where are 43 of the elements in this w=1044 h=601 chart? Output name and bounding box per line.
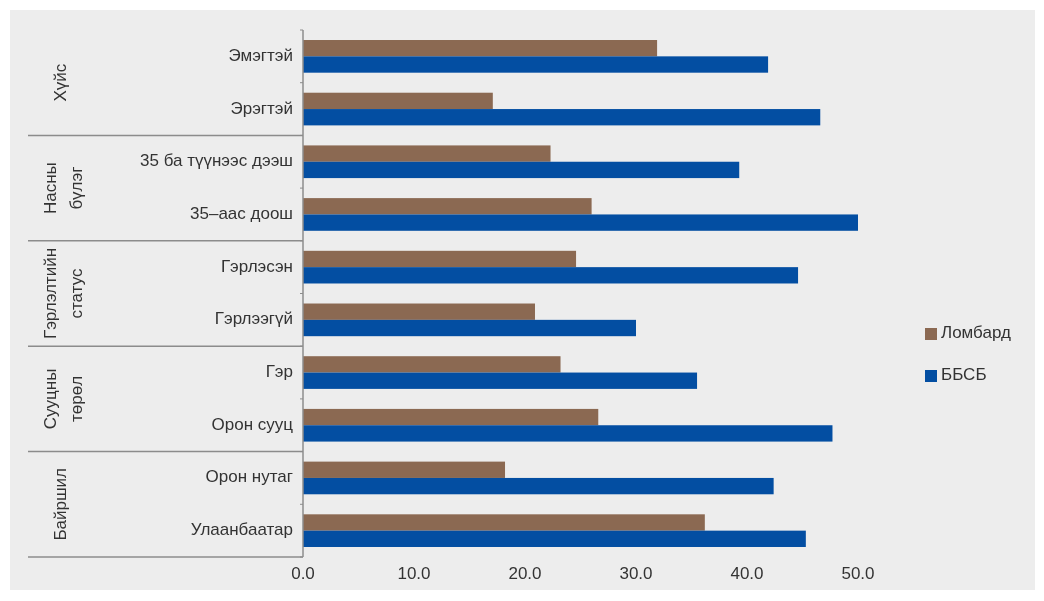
bar: [303, 92, 493, 110]
bar: [303, 109, 821, 126]
y-tick-label: Эрэгтэй: [230, 98, 293, 118]
bar: [303, 303, 535, 320]
bar: [303, 408, 599, 426]
bar: [303, 514, 705, 531]
y-tick-label: 35 ба түүнээс дээш: [140, 151, 293, 171]
text: Хүйс: [51, 63, 71, 102]
bar: [303, 267, 799, 284]
legend-label: ББСБ: [941, 365, 987, 385]
bar: [303, 477, 774, 495]
legend-label: Ломбард: [941, 323, 1011, 343]
text: Гэрлэлтийн статус: [41, 247, 87, 340]
x-tick-label: 0.0: [291, 564, 315, 583]
bar: [303, 214, 858, 231]
bar: [303, 161, 740, 179]
text: Сууцны төрөл: [41, 368, 87, 430]
bar: [303, 356, 561, 373]
x-tick-label: 20.0: [508, 564, 542, 583]
y-tick-label: Эмэгтэй: [228, 45, 293, 65]
x-tick-label: 30.0: [619, 564, 653, 583]
bar: [303, 372, 698, 389]
x-tick-label: 10.0: [397, 564, 431, 583]
y-tick-label: Гэрлэсэн: [220, 256, 293, 276]
bar: [303, 461, 506, 478]
text: Байршил: [51, 467, 71, 541]
bar: [303, 250, 577, 268]
bar: [303, 425, 833, 442]
y-tick-label: Гэрлээгүй: [214, 309, 293, 329]
text: Насны бүлэг: [41, 162, 87, 215]
x-tick-label: 50.0: [841, 564, 875, 583]
bar: [303, 198, 592, 215]
y-tick-label: Гэр: [265, 362, 293, 382]
bar: [303, 145, 551, 162]
y-tick-label: Орон сууц: [211, 414, 294, 434]
bar: [303, 40, 658, 57]
y-tick-label: Улаанбаатар: [190, 520, 293, 540]
x-tick-label: 40.0: [730, 564, 764, 583]
bar: [303, 319, 636, 337]
bar: [303, 530, 806, 547]
y-tick-label: 35–аас доош: [190, 203, 293, 223]
y-tick-label: Орон нутаг: [205, 467, 293, 487]
bar: [303, 56, 769, 73]
